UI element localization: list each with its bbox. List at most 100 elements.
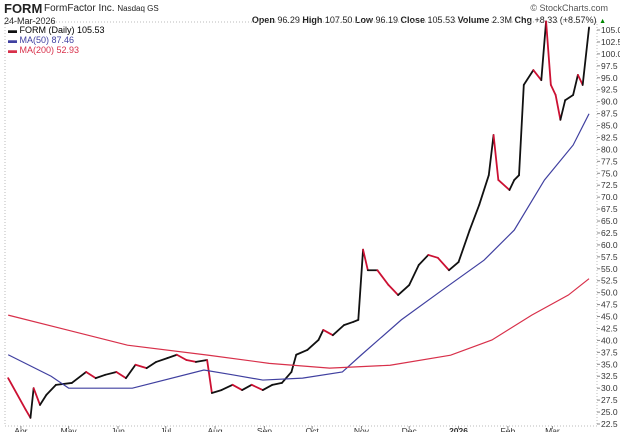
chart-date: 24-Mar-2026 xyxy=(4,16,56,26)
price-segment xyxy=(448,261,460,272)
y-tick-label: 87.5 xyxy=(601,109,618,119)
y-tick-label: 80.0 xyxy=(601,144,618,154)
watermark: © StockCharts.com xyxy=(530,3,608,13)
legend-ma200: ▬ MA(200) 52.93 xyxy=(8,45,80,55)
y-tick-label: 70.0 xyxy=(601,192,618,202)
price-segment xyxy=(125,363,137,380)
price-segment xyxy=(70,371,88,384)
y-tick-label: 25.0 xyxy=(601,407,618,417)
y-tick-label: 75.0 xyxy=(601,168,618,178)
price-segment xyxy=(290,353,298,373)
price-segment xyxy=(577,73,584,86)
price-segment xyxy=(518,84,525,177)
price-segment xyxy=(540,20,547,82)
price-segment xyxy=(175,353,188,361)
price-segment xyxy=(513,174,520,181)
y-tick-label: 42.5 xyxy=(601,323,618,333)
open-value: 96.29 xyxy=(277,15,300,25)
y-tick-label: 40.0 xyxy=(601,335,618,345)
price-segment xyxy=(104,371,118,376)
price-segment xyxy=(145,361,158,370)
high-value: 107.50 xyxy=(324,15,353,25)
price-segment xyxy=(362,248,369,272)
x-tick-label: Jun xyxy=(111,426,125,432)
y-tick-label: 47.5 xyxy=(601,300,618,310)
x-tick-label: Sep xyxy=(257,426,272,432)
x-tick-label: Oct xyxy=(306,426,320,432)
y-tick-label: 97.5 xyxy=(601,61,618,71)
price-segment xyxy=(210,389,223,394)
ma50-line xyxy=(7,113,590,389)
y-tick-label: 52.5 xyxy=(601,276,618,286)
price-segment xyxy=(357,248,364,321)
ohlc-summary: Open 96.29 High 107.50 Low 96.19 Close 1… xyxy=(252,15,606,25)
price-segment xyxy=(487,134,495,177)
y-tick-label: 90.0 xyxy=(601,97,618,107)
price-segment xyxy=(166,353,178,359)
price-segment xyxy=(94,373,107,380)
ma200-line xyxy=(8,278,590,369)
price-segment xyxy=(185,359,197,363)
legend-ma50: ▬ MA(50) 87.46 xyxy=(8,35,75,45)
legend-ma50-label: MA(50) 87.46 xyxy=(19,35,75,45)
volume-label: Volume xyxy=(457,15,490,25)
y-tick-label: 72.5 xyxy=(601,180,618,190)
price-segment xyxy=(387,284,399,296)
x-tick-label: Nov xyxy=(354,426,370,432)
price-segment xyxy=(564,94,575,102)
x-tick-label: Aug xyxy=(208,426,223,432)
y-tick-label: 60.0 xyxy=(601,240,618,250)
price-segment xyxy=(241,383,253,391)
x-tick-label: 2026 xyxy=(449,426,468,432)
price-segment xyxy=(436,256,450,272)
price-segment xyxy=(559,99,567,121)
price-segment xyxy=(317,329,325,341)
legend-ma200-label: MA(200) 52.93 xyxy=(19,45,80,55)
price-segment xyxy=(532,69,543,82)
price-segment xyxy=(427,254,439,259)
y-tick-label: 65.0 xyxy=(601,216,618,226)
y-tick-label: 95.0 xyxy=(601,73,618,83)
price-segment xyxy=(457,229,471,264)
legend-price-label: FORM (Daily) 105.53 xyxy=(19,25,105,35)
price-segment xyxy=(24,408,32,419)
exchange-label: Nasdaq GS xyxy=(117,4,159,13)
price-segment xyxy=(545,20,552,86)
y-tick-label: 82.5 xyxy=(601,132,618,142)
x-tick-label: Apr xyxy=(14,426,27,432)
ticker-symbol: FORM xyxy=(4,1,43,16)
y-tick-label: 57.5 xyxy=(601,252,618,262)
legend-price: ▬ FORM (Daily) 105.53 xyxy=(8,25,105,35)
y-tick-label: 92.5 xyxy=(601,85,618,95)
price-segment xyxy=(508,179,516,191)
y-tick-label: 37.5 xyxy=(601,347,618,357)
price-segment xyxy=(581,26,590,86)
y-tick-label: 62.5 xyxy=(601,228,618,238)
low-value: 96.19 xyxy=(375,15,398,25)
price-segment xyxy=(115,371,127,380)
low-label: Low xyxy=(354,15,373,25)
x-tick-label: Jul xyxy=(160,426,171,432)
x-tick-label: May xyxy=(61,426,78,432)
price-segment xyxy=(220,383,234,391)
price-segment xyxy=(295,349,309,356)
price-segment xyxy=(55,382,73,386)
y-tick-label: 67.5 xyxy=(601,204,618,214)
y-tick-label: 50.0 xyxy=(601,288,618,298)
price-segment xyxy=(281,371,293,384)
price-segment xyxy=(155,357,169,363)
company-name: FormFactor Inc. Nasdaq GS xyxy=(44,3,159,14)
y-tick-label: 55.0 xyxy=(601,264,618,274)
x-tick-label: Feb xyxy=(501,426,516,432)
price-segment xyxy=(45,383,57,396)
price-segment xyxy=(331,324,345,337)
price-segment xyxy=(417,254,430,266)
open-label: Open xyxy=(251,15,275,25)
y-tick-label: 85.0 xyxy=(601,121,618,131)
price-segment xyxy=(492,134,500,181)
chg-label: Chg xyxy=(514,15,532,25)
price-segment xyxy=(497,179,511,191)
price-segment xyxy=(261,383,274,391)
